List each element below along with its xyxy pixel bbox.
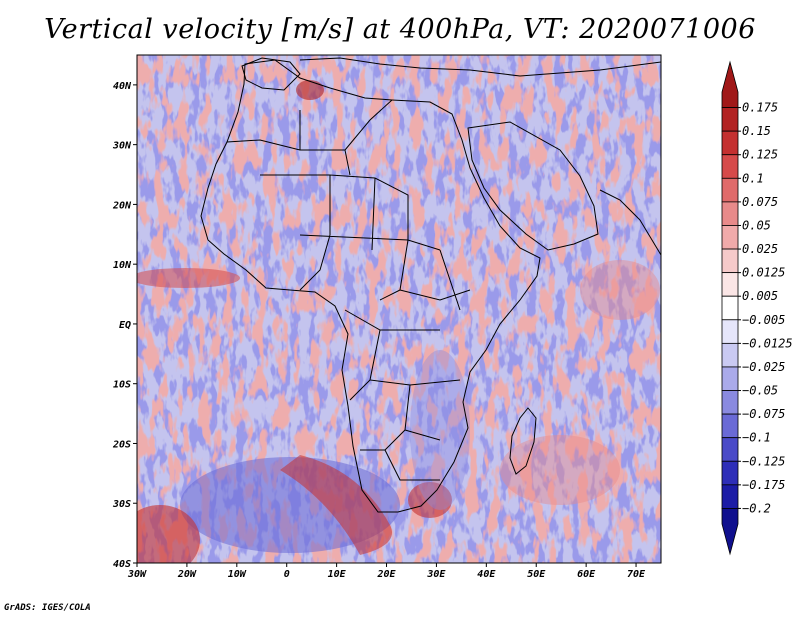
- lon-tick-label: 10E: [328, 569, 347, 580]
- lon-tick-label: 20W: [177, 569, 197, 580]
- colorbar-swatch: [721, 484, 739, 509]
- africa-coastline: [200, 59, 541, 513]
- lon-tick-label: 70E: [627, 569, 646, 580]
- lat-tick-label: 20S: [112, 439, 131, 450]
- asia-coast: [599, 189, 661, 256]
- colorbar-label: −0.175: [742, 478, 785, 492]
- lon-tick-label: 20E: [376, 569, 396, 580]
- colorbar-swatch: [721, 130, 739, 156]
- colorbar-swatch: [721, 460, 739, 486]
- colorbar-label: 0.025: [742, 242, 778, 256]
- madagascar-outline: [509, 407, 537, 475]
- plot-frame: [136, 54, 662, 564]
- lon-tick-label: 60E: [577, 569, 596, 580]
- colorbar-swatch: [721, 366, 739, 391]
- colorbar-label: −0.1: [742, 431, 771, 445]
- lat-tick-label: 30S: [112, 499, 131, 510]
- colorbar-label: 0.05: [742, 218, 771, 232]
- colorbar-swatch: [721, 319, 739, 344]
- colorbar-swatch: [721, 272, 739, 297]
- lat-tick-label: EQ: [119, 320, 131, 331]
- latitude-tick-labels: 40N 30N 20N 10N EQ 10S 20S 30S 40S: [112, 81, 137, 570]
- colorbar-top-arrow: [721, 60, 739, 108]
- lat-tick-label: 20N: [112, 200, 132, 211]
- colorbar-swatch: [721, 248, 739, 274]
- colorbar-swatch: [721, 295, 739, 321]
- footer-credit: GrADS: IGES/COLA: [4, 603, 91, 613]
- lat-tick-label: 10N: [113, 260, 132, 271]
- lon-tick-label: 40E: [477, 569, 496, 580]
- europe-coast: [299, 57, 661, 77]
- colorbar-bottom-arrow: [721, 508, 739, 556]
- colorbar-swatch: [721, 225, 739, 250]
- colorbar-swatch: [721, 177, 739, 203]
- colorbar-label: 0.15: [742, 124, 771, 138]
- colorbar-label: −0.075: [742, 407, 785, 421]
- colorbar-label: −0.0125: [742, 336, 793, 350]
- lat-tick-label: 10S: [113, 380, 131, 391]
- lat-tick-label: 40N: [113, 81, 132, 92]
- lon-tick-label: 0: [284, 569, 290, 580]
- colorbar-label: 0.075: [742, 195, 778, 209]
- colorbar-label: 0.005: [742, 289, 778, 303]
- colorbar-swatch: [721, 390, 739, 415]
- colorbar-label: −0.025: [742, 360, 785, 374]
- velocity-field: [137, 55, 661, 563]
- colorbar-swatch: [721, 342, 739, 368]
- lat-tick-label: 30N: [112, 141, 132, 152]
- colorbar-label: −0.2: [742, 501, 771, 515]
- colorbar-swatch: [721, 154, 739, 179]
- lat-tick-label: 40S: [113, 559, 131, 570]
- colorbar-label: 0.125: [742, 148, 778, 162]
- map-title: Vertical velocity [m/s] at 400hPa, VT: 2…: [44, 14, 756, 45]
- colorbar-label: −0.125: [742, 454, 785, 468]
- colorbar-label: 0.0125: [742, 266, 785, 280]
- longitude-tick-labels: 30W 20W 10W 0 10E 20E 30E 40E 50E 60E 70E: [127, 563, 646, 580]
- colorbar-label: 0.1: [742, 171, 764, 185]
- colorbar-swatch: [721, 413, 739, 439]
- iberia-outline: [241, 57, 301, 91]
- interior-borders: [226, 99, 471, 481]
- lon-tick-label: 10W: [228, 569, 247, 580]
- colorbar-label: 0.175: [742, 101, 778, 115]
- colorbar-label: −0.005: [742, 313, 785, 327]
- colorbar-legend: 0.175 0.15 0.125 0.1 0.075 0.05 0.025 0.0125 0.0…: [721, 60, 793, 556]
- lon-tick-label: 50E: [527, 569, 546, 580]
- colorbar-swatch: [721, 437, 739, 462]
- arabia-outline: [467, 121, 599, 251]
- colorbar-swatch: [721, 201, 739, 226]
- lon-tick-label: 30W: [127, 569, 147, 580]
- lon-tick-label: 30E: [426, 569, 446, 580]
- colorbar-label: −0.05: [742, 384, 778, 398]
- colorbar-swatch: [721, 107, 739, 132]
- country-borders: [200, 57, 661, 513]
